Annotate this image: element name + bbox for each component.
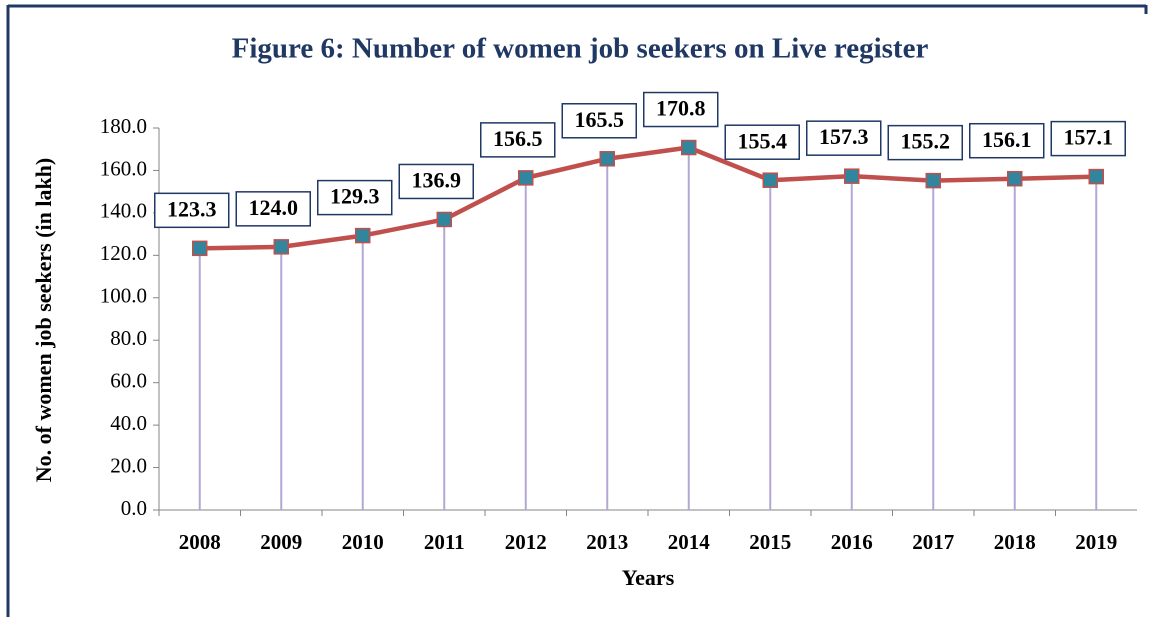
data-label-box bbox=[887, 124, 963, 161]
x-tick-label: 2009 bbox=[260, 530, 302, 554]
data-label-box bbox=[398, 163, 474, 200]
data-label-box bbox=[317, 179, 393, 216]
data-label: 129.3 bbox=[330, 184, 380, 209]
x-tick-label: 2016 bbox=[831, 530, 873, 554]
x-tick-label: 2010 bbox=[342, 530, 384, 554]
marker bbox=[599, 151, 615, 167]
y-tick-label: 60.0 bbox=[110, 368, 147, 392]
data-label-box bbox=[561, 103, 637, 139]
chart-title: Figure 6: Number of women job seekers on… bbox=[232, 33, 929, 65]
y-tick-label: 0.0 bbox=[121, 496, 147, 520]
marker bbox=[762, 172, 778, 188]
x-axis-label: Years bbox=[622, 565, 675, 590]
data-label: 157.3 bbox=[819, 124, 869, 149]
data-label-box bbox=[806, 120, 882, 156]
data-label: 165.5 bbox=[575, 107, 625, 132]
y-tick-label: 40.0 bbox=[110, 411, 147, 435]
marker bbox=[1088, 168, 1104, 185]
data-label-box bbox=[643, 91, 719, 128]
x-tick-label: 2019 bbox=[1075, 530, 1117, 554]
y-tick-label: 160.0 bbox=[100, 156, 147, 180]
x-tick-label: 2018 bbox=[994, 530, 1036, 554]
marker bbox=[681, 139, 697, 156]
line bbox=[199, 145, 1097, 251]
data-label-box bbox=[154, 192, 230, 229]
y-tick-label: 100.0 bbox=[100, 284, 147, 308]
marker bbox=[844, 168, 860, 184]
x-tick-label: 2017 bbox=[912, 530, 954, 554]
marker bbox=[355, 227, 371, 244]
y-tick-label: 120.0 bbox=[100, 241, 147, 265]
data-label: 124.0 bbox=[249, 195, 299, 220]
data-label: 155.4 bbox=[738, 128, 788, 153]
data-label: 156.1 bbox=[982, 127, 1032, 152]
data-label-box bbox=[235, 191, 311, 227]
x-tick-label: 2012 bbox=[505, 530, 547, 554]
data-label: 157.1 bbox=[1064, 125, 1114, 150]
data-label-box bbox=[480, 122, 556, 158]
data-label: 170.8 bbox=[656, 96, 706, 121]
marker bbox=[1007, 170, 1023, 187]
data-label: 156.5 bbox=[493, 126, 543, 151]
marker bbox=[518, 170, 534, 186]
x-tick-label: 2011 bbox=[424, 530, 465, 554]
data-label-box bbox=[969, 122, 1045, 159]
data-label-box bbox=[1050, 120, 1126, 157]
marker bbox=[273, 239, 289, 255]
marker bbox=[192, 240, 208, 257]
x-tick-label: 2014 bbox=[668, 530, 711, 554]
x-tick-label: 2013 bbox=[586, 530, 628, 554]
data-label: 155.2 bbox=[901, 129, 951, 154]
y-tick-label: 20.0 bbox=[110, 453, 147, 477]
data-label-box bbox=[724, 124, 800, 160]
x-tick-label: 2008 bbox=[179, 530, 221, 554]
y-tick-label: 140.0 bbox=[100, 199, 147, 223]
y-tick-label: 80.0 bbox=[110, 326, 147, 350]
y-axis-label: No. of women job seekers (in lakh) bbox=[31, 158, 56, 483]
y-tick-label: 180.0 bbox=[100, 114, 147, 138]
marker bbox=[436, 211, 452, 228]
x-tick-label: 2015 bbox=[749, 530, 791, 554]
data-label: 123.3 bbox=[167, 196, 217, 221]
data-label: 136.9 bbox=[412, 168, 462, 193]
marker bbox=[925, 172, 941, 189]
